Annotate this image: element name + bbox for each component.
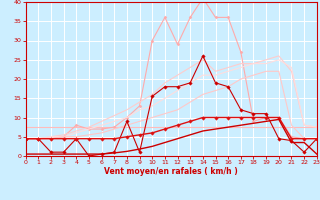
X-axis label: Vent moyen/en rafales ( km/h ): Vent moyen/en rafales ( km/h )	[104, 167, 238, 176]
